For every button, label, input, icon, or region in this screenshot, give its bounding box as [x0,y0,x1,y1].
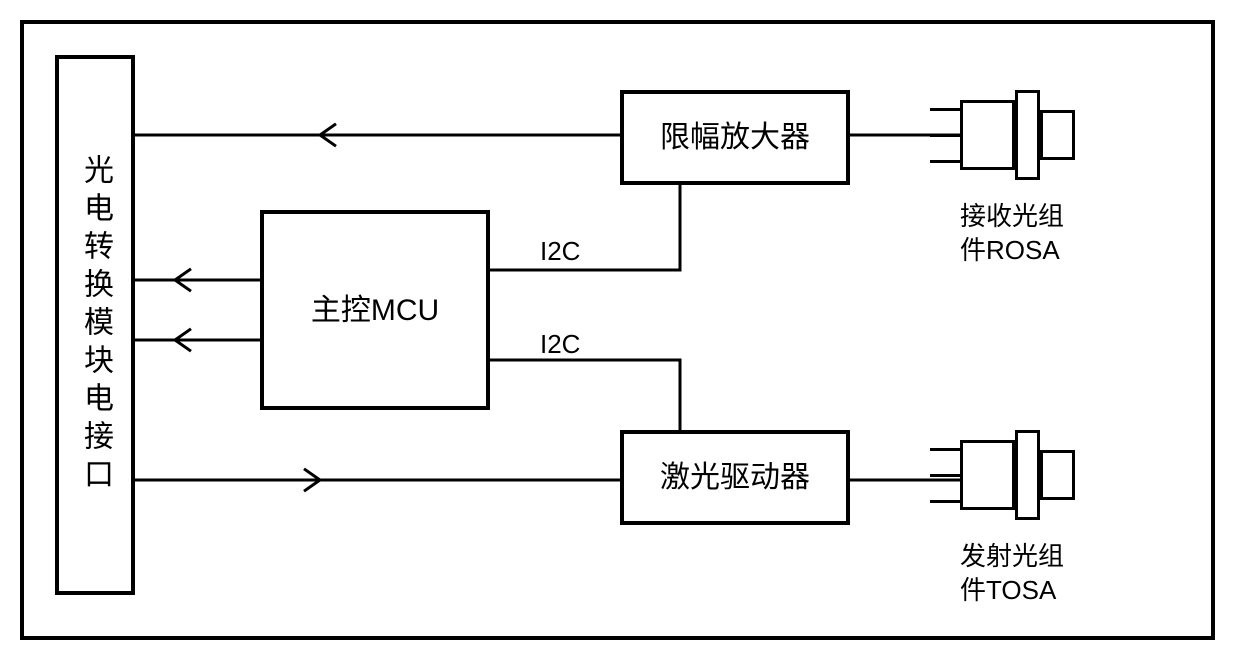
block-mcu-label: 主控MCU [311,291,439,330]
i2c-label-top: I2C [540,235,580,269]
component-rosa-label: 接收光组 件ROSA [960,200,1064,268]
component-tosa-label: 发射光组 件TOSA [960,540,1064,608]
block-amplifier-label: 限幅放大器 [660,118,810,157]
block-amplifier: 限幅放大器 [620,90,850,185]
i2c-label-bottom: I2C [540,328,580,362]
block-interface: 光电转换模块电接口 [55,55,135,595]
block-driver-label: 激光驱动器 [660,458,810,497]
component-tosa [960,430,1080,520]
block-mcu: 主控MCU [260,210,490,410]
block-driver: 激光驱动器 [620,430,850,525]
component-rosa [960,90,1080,180]
block-interface-label: 光电转换模块电接口 [73,154,117,496]
